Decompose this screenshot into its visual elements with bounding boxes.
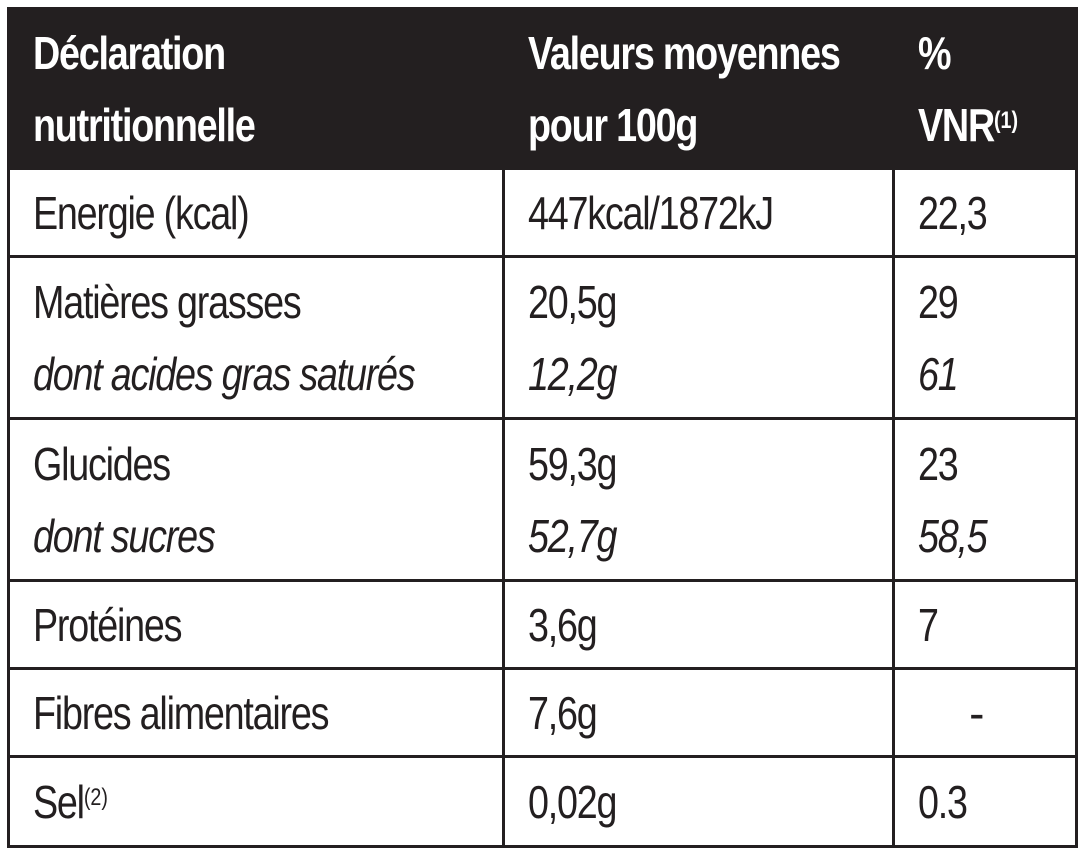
row-sugars-value: 52,7g xyxy=(528,509,617,562)
row-fat-vnr: 29 xyxy=(918,275,959,328)
row-energy-label-cell: Energie (kcal) xyxy=(10,170,505,258)
row-protein-vnr-cell: 7 xyxy=(895,582,1075,670)
header-col2-line1: Valeurs moyennes xyxy=(528,26,841,79)
row-fiber-label: Fibres alimentaires xyxy=(33,686,329,739)
row-fiber-vnr-cell: - xyxy=(895,670,1075,758)
row-energy-vnr: 22,3 xyxy=(918,186,988,239)
row-fiber-label-cell: Fibres alimentaires xyxy=(10,670,505,758)
row-fat-label: Matières grasses xyxy=(33,275,302,328)
row-carbs-vnr: 23 xyxy=(918,437,959,490)
header-average-values: Valeurs moyennes pour 100g xyxy=(505,10,895,170)
row-fat-value: 20,5g xyxy=(528,275,617,328)
row-energy-value-cell: 447kcal/1872kJ xyxy=(505,170,895,258)
row-salt-label: Sel xyxy=(33,775,85,828)
row-saturated-fat-label: dont acides gras saturés xyxy=(33,347,416,400)
row-fiber-vnr: - xyxy=(969,686,984,739)
row-salt-footnote: (2) xyxy=(83,783,108,811)
row-salt-label-cell: Sel(2) xyxy=(10,758,505,845)
row-salt-value: 0,02g xyxy=(528,775,617,828)
header-nutrition-declaration: Déclaration nutritionnelle xyxy=(10,10,505,170)
row-fat-vnr-cell: 29 61 xyxy=(895,258,1075,420)
row-fat-value-cell: 20,5g 12,2g xyxy=(505,258,895,420)
row-energy-label: Energie (kcal) xyxy=(33,186,250,239)
row-fiber-value: 7,6g xyxy=(528,686,598,739)
row-protein-label: Protéines xyxy=(33,598,183,651)
row-protein-label-cell: Protéines xyxy=(10,582,505,670)
row-saturated-fat-value: 12,2g xyxy=(528,347,617,400)
row-carbs-label-cell: Glucides dont sucres xyxy=(10,420,505,582)
row-salt-vnr-cell: 0.3 xyxy=(895,758,1075,845)
row-salt-value-cell: 0,02g xyxy=(505,758,895,845)
header-col2-line2: pour 100g xyxy=(528,98,698,151)
row-protein-value: 3,6g xyxy=(528,598,598,651)
row-saturated-fat-vnr: 61 xyxy=(918,347,959,400)
header-vnr-percent: % VNR(1) xyxy=(895,10,1075,170)
header-col3-line1: % xyxy=(918,26,952,79)
row-energy-vnr-cell: 22,3 xyxy=(895,170,1075,258)
header-col1-line1: Déclaration xyxy=(33,26,226,79)
nutrition-table: Déclaration nutritionnelle Valeurs moyen… xyxy=(7,7,1078,848)
row-salt-vnr: 0.3 xyxy=(918,775,968,828)
row-carbs-vnr-cell: 23 58,5 xyxy=(895,420,1075,582)
header-col1-line2: nutritionnelle xyxy=(33,98,256,151)
row-fat-label-cell: Matières grasses dont acides gras saturé… xyxy=(10,258,505,420)
row-fiber-value-cell: 7,6g xyxy=(505,670,895,758)
row-protein-value-cell: 3,6g xyxy=(505,582,895,670)
row-energy-value: 447kcal/1872kJ xyxy=(528,186,774,239)
row-carbs-label: Glucides xyxy=(33,437,171,490)
row-protein-vnr: 7 xyxy=(918,598,939,651)
row-sugars-label: dont sucres xyxy=(33,509,216,562)
row-carbs-value: 59,3g xyxy=(528,437,617,490)
row-sugars-vnr: 58,5 xyxy=(918,509,988,562)
header-col3-footnote: (1) xyxy=(993,106,1019,134)
row-carbs-value-cell: 59,3g 52,7g xyxy=(505,420,895,582)
header-col3-line2: VNR xyxy=(918,98,995,151)
